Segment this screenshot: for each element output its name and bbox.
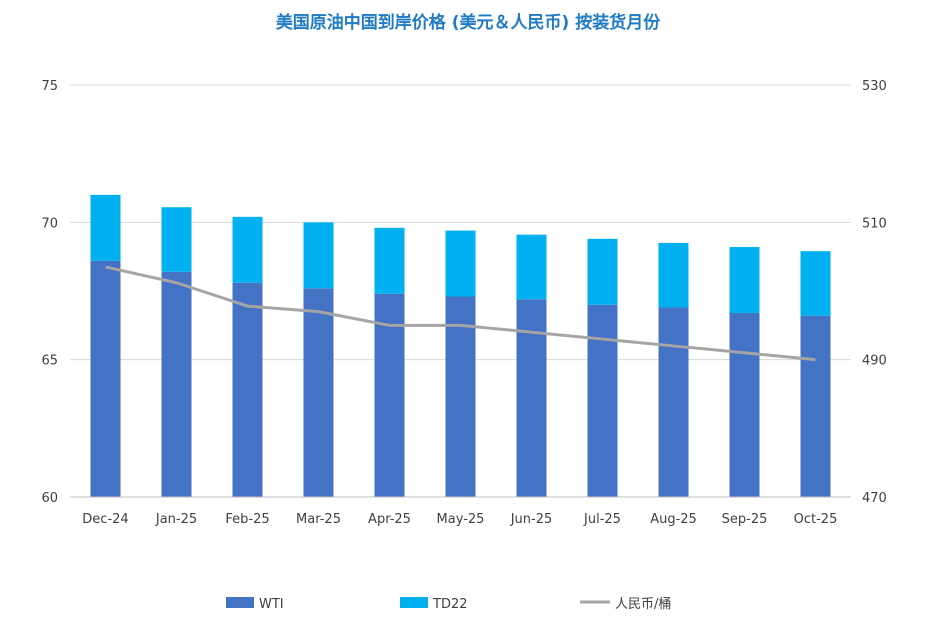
line-series — [105, 265, 816, 362]
bar-td22 — [374, 227, 405, 294]
x-tick-label: Jan-25 — [155, 512, 197, 527]
chart-title: 美国原油中国到岸价格 (美元＆人民币) 按装货月份 — [276, 12, 661, 33]
bar-wti — [516, 299, 547, 497]
legend: WTI TD22 人民币/桶 — [226, 597, 671, 612]
bar-wti — [800, 315, 831, 497]
y-axis-right: 470 490 510 530 — [862, 79, 887, 506]
bar-td22 — [445, 230, 476, 297]
bar-wti — [587, 304, 618, 497]
legend-label: TD22 — [432, 597, 468, 612]
bar-wti — [658, 307, 689, 497]
bars — [90, 194, 831, 497]
x-tick-label: Apr-25 — [368, 512, 411, 527]
y-left-tick-label: 70 — [41, 216, 58, 231]
legend-item: 人民币/桶 — [580, 597, 671, 612]
x-tick-label: Jun-25 — [510, 512, 553, 527]
bar-wti — [232, 282, 263, 497]
bar-wti — [445, 296, 476, 497]
bar-td22 — [658, 242, 689, 308]
x-tick-label: Feb-25 — [225, 512, 269, 527]
legend-swatch — [400, 597, 428, 608]
line-rmb-per-barrel — [105, 265, 816, 362]
legend-label: 人民币/桶 — [615, 597, 671, 612]
legend-label: WTI — [259, 597, 284, 612]
bar-td22 — [729, 247, 760, 313]
bar-wti — [303, 288, 334, 497]
legend-swatch — [226, 597, 254, 608]
bar-td22 — [516, 234, 547, 300]
legend-item: TD22 — [400, 597, 468, 612]
bar-td22 — [161, 207, 192, 272]
bar-td22 — [303, 222, 334, 289]
x-tick-label: Dec-24 — [82, 512, 128, 527]
bar-td22 — [232, 216, 263, 283]
bar-wti — [374, 293, 405, 497]
bar-td22 — [800, 251, 831, 316]
x-tick-label: Jul-25 — [583, 512, 621, 527]
y-left-tick-label: 75 — [41, 79, 58, 94]
bar-wti — [90, 260, 121, 497]
bar-wti — [729, 312, 760, 497]
y-left-tick-label: 65 — [41, 354, 58, 369]
bar-td22 — [587, 238, 618, 305]
y-right-tick-label: 530 — [862, 79, 887, 94]
y-right-tick-label: 470 — [862, 491, 887, 506]
y-right-tick-label: 490 — [862, 354, 887, 369]
x-tick-label: May-25 — [437, 512, 485, 527]
x-axis: Dec-24 Jan-25 Feb-25 Mar-25 Apr-25 May-25 Jun-… — [70, 496, 851, 527]
y-left-tick-label: 60 — [41, 491, 58, 506]
y-axis-left: 60 65 70 75 — [41, 79, 58, 506]
bar-td22 — [90, 194, 121, 261]
x-tick-label: Mar-25 — [296, 512, 341, 527]
legend-item: WTI — [226, 597, 284, 612]
x-tick-label: Aug-25 — [650, 512, 697, 527]
bar-wti — [161, 271, 192, 497]
x-tick-label: Sep-25 — [722, 512, 768, 527]
x-tick-label: Oct-25 — [794, 512, 838, 527]
y-right-tick-label: 510 — [862, 216, 887, 231]
